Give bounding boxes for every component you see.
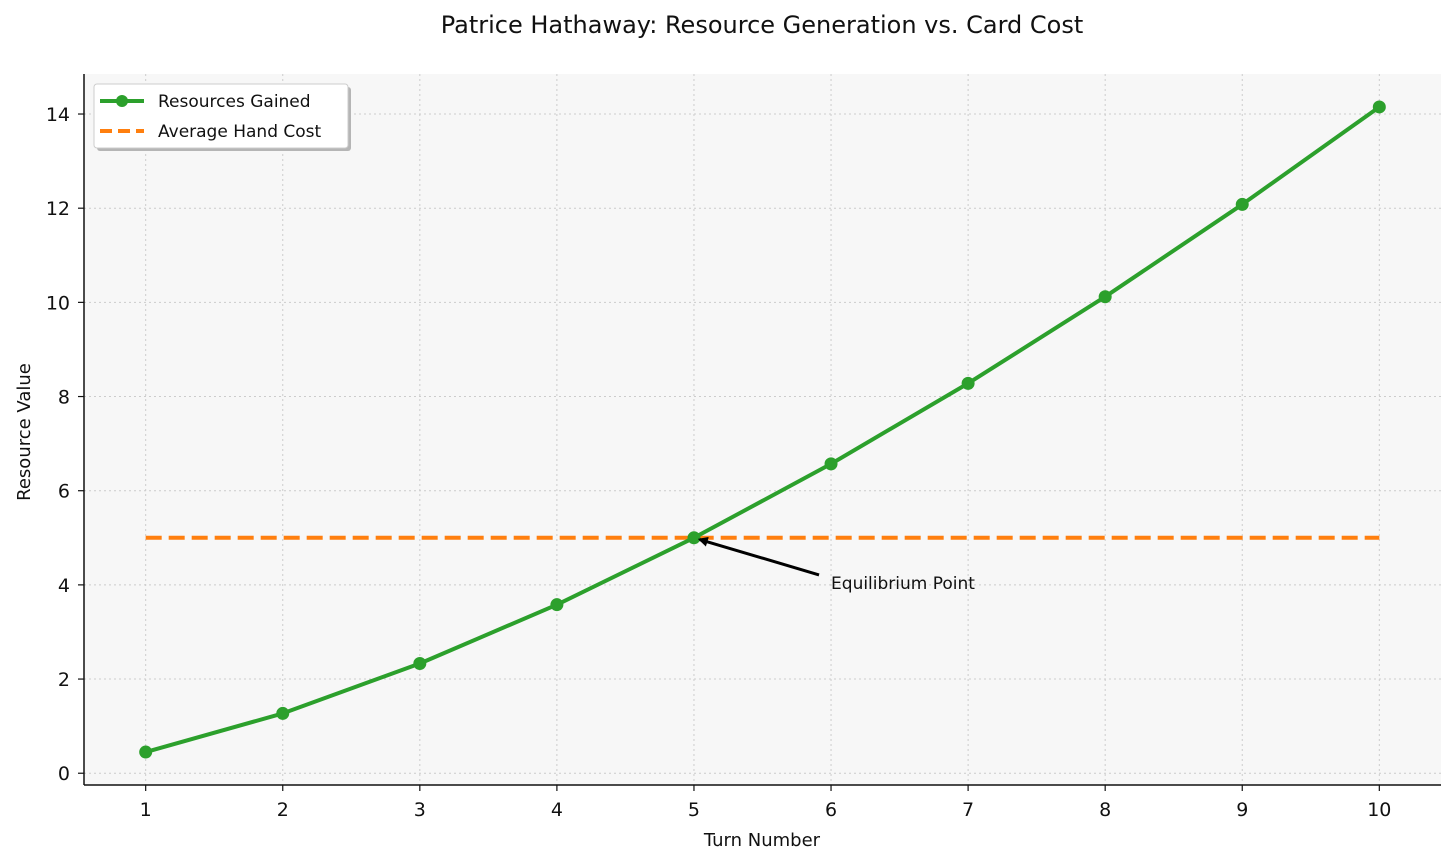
x-axis-label: Turn Number xyxy=(703,830,821,851)
y-tick-label: 14 xyxy=(46,104,70,126)
data-point-resources-gained xyxy=(1235,197,1249,211)
y-tick-label: 0 xyxy=(58,763,70,785)
x-tick-label: 9 xyxy=(1236,799,1248,821)
x-tick-label: 4 xyxy=(551,799,563,821)
annotation-label: Equilibrium Point xyxy=(831,574,975,594)
y-tick-label: 12 xyxy=(46,198,70,220)
annotation-arrow xyxy=(697,536,820,577)
y-tick-label: 2 xyxy=(58,669,70,691)
x-tick-label: 8 xyxy=(1099,799,1111,821)
data-point-resources-gained xyxy=(961,376,975,390)
series-line-resources-gained xyxy=(145,105,1381,754)
data-point-resources-gained xyxy=(139,745,153,759)
x-tick-label: 2 xyxy=(277,799,289,821)
legend-label-average-hand-cost: Average Hand Cost xyxy=(158,122,322,142)
legend-label-resources-gained: Resources Gained xyxy=(158,92,311,112)
x-tick-label: 3 xyxy=(414,799,426,821)
x-tick-label: 1 xyxy=(140,799,152,821)
legend-box xyxy=(93,83,349,149)
legend-marker-resources-gained xyxy=(116,95,128,107)
data-point-resources-gained xyxy=(413,657,427,671)
data-point-resources-gained xyxy=(687,531,701,545)
data-point-resources-gained xyxy=(1372,100,1386,114)
x-tick-label: 5 xyxy=(688,799,700,821)
y-tick-label: 6 xyxy=(58,481,70,503)
data-point-resources-gained xyxy=(824,457,838,471)
x-tick-label: 10 xyxy=(1367,799,1391,821)
x-tick-label: 7 xyxy=(962,799,974,821)
x-tick-label: 6 xyxy=(825,799,837,821)
y-tick-label: 4 xyxy=(58,575,70,597)
data-point-resources-gained xyxy=(1098,290,1112,304)
plot-area xyxy=(84,74,1441,785)
annotations: Equilibrium Point xyxy=(697,536,975,594)
data-point-resources-gained xyxy=(276,706,290,720)
y-tick-label: 10 xyxy=(46,292,70,314)
data-point-resources-gained xyxy=(550,598,564,612)
y-tick-label: 8 xyxy=(58,387,70,409)
series-layer xyxy=(139,100,1386,759)
y-axis-label: Resource Value xyxy=(14,363,35,501)
chart-title: Patrice Hathaway: Resource Generation vs… xyxy=(441,11,1084,39)
legend: Resources Gained Average Hand Cost xyxy=(93,83,351,151)
